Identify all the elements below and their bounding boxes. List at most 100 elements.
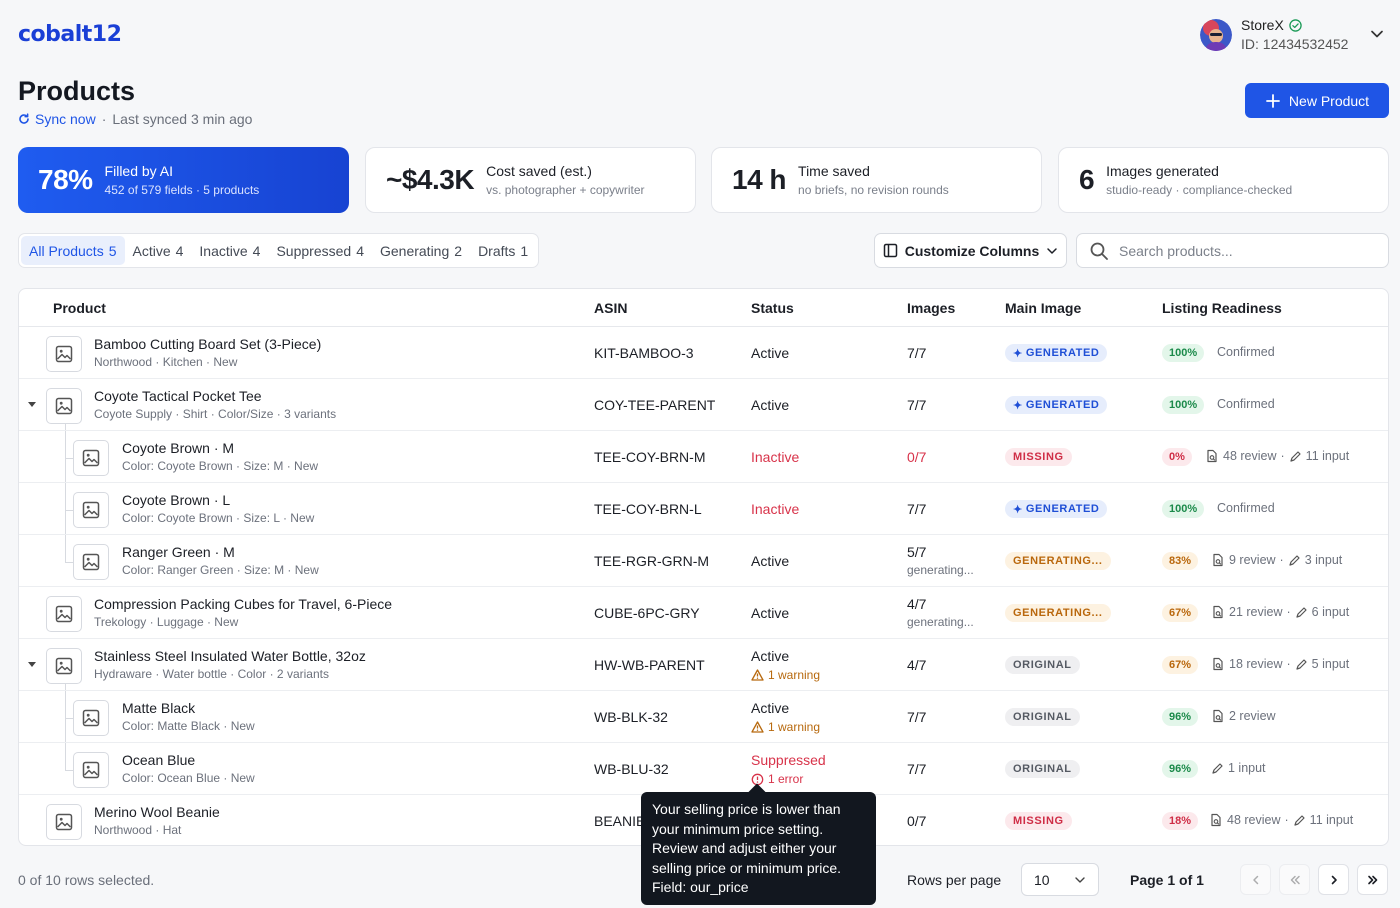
table-row[interactable]: Coyote Brown · M Color: Coyote Brown · S…	[19, 431, 1388, 483]
col-status[interactable]: Status	[751, 300, 794, 316]
readiness-detail[interactable]: 9 review · 3 input	[1211, 553, 1342, 567]
table-row[interactable]: Ranger Green · M Color: Ranger Green · S…	[19, 535, 1388, 587]
tab-active[interactable]: Active 4	[125, 236, 192, 265]
rows-per-page-select[interactable]: 10	[1021, 863, 1099, 896]
prev-page-button[interactable]	[1240, 864, 1271, 895]
table-row[interactable]: Stainless Steel Insulated Water Bottle, …	[19, 639, 1388, 691]
input-count: 5 input	[1311, 657, 1350, 671]
col-images[interactable]: Images	[907, 300, 956, 316]
tab-drafts[interactable]: Drafts 1	[470, 236, 536, 265]
images-generating-label: generating...	[907, 615, 974, 629]
badge-label: GENERATED	[1025, 399, 1100, 411]
table-row[interactable]: Bamboo Cutting Board Set (3-Piece) North…	[19, 327, 1388, 379]
stat-card-cost-saved: ~$4.3K Cost saved (est.) vs. photographer…	[365, 147, 696, 213]
input-count: 11 input	[1309, 813, 1354, 827]
table-row[interactable]: Coyote Tactical Pocket Tee Coyote Supply…	[19, 379, 1388, 431]
main-image-badge: MISSING	[1005, 812, 1072, 830]
status-warning[interactable]: 1 warning	[751, 720, 820, 734]
tab-generating[interactable]: Generating 2	[372, 236, 470, 265]
separator: ·	[1280, 449, 1285, 463]
last-page-button[interactable]	[1357, 864, 1388, 895]
store-switcher[interactable]: StoreX ID: 12434532452	[1200, 17, 1348, 52]
readiness-detail[interactable]: 21 review · 6 input	[1211, 605, 1349, 619]
store-avatar	[1200, 18, 1232, 51]
main-image-badge: MISSING	[1005, 448, 1072, 466]
search-icon	[1090, 242, 1108, 260]
new-product-button[interactable]: New Product	[1245, 83, 1389, 118]
readiness-percent: 100%	[1162, 344, 1205, 362]
sync-now-link[interactable]: Sync now	[18, 111, 96, 127]
product-name[interactable]: Bamboo Cutting Board Set (3-Piece)	[94, 336, 322, 352]
tab-count: 1	[520, 242, 529, 259]
col-listing-readiness[interactable]: Listing Readiness	[1162, 300, 1282, 316]
error-tooltip: Your selling price is lower than your mi…	[641, 783, 876, 905]
status-cell: Active	[751, 397, 790, 413]
readiness-percent: 96%	[1162, 708, 1199, 726]
variant-name[interactable]: Matte Black	[122, 700, 196, 716]
variant-name[interactable]: Ranger Green · M	[122, 544, 235, 560]
expand-caret-icon[interactable]	[26, 658, 38, 670]
tree-line	[65, 413, 66, 563]
table-row[interactable]: Merino Wool Beanie Northwood · Hat BEANI…	[19, 795, 1388, 845]
product-name[interactable]: Stainless Steel Insulated Water Bottle, …	[94, 648, 366, 664]
variant-name[interactable]: Ocean Blue	[122, 752, 196, 768]
store-id: ID: 12434532452	[1241, 36, 1349, 52]
variant-name[interactable]: Coyote Brown · M	[122, 440, 235, 456]
warning-label: 1 warning	[768, 720, 821, 734]
product-name[interactable]: Compression Packing Cubes for Travel, 6-…	[94, 596, 393, 612]
status-cell: Active	[751, 648, 790, 664]
image-placeholder-icon	[55, 345, 73, 363]
tab-all-products[interactable]: All Products 5	[21, 236, 125, 265]
columns-icon	[883, 243, 897, 258]
product-thumbnail	[73, 752, 109, 788]
variant-name[interactable]: Coyote Brown · L	[122, 492, 231, 508]
readiness-detail[interactable]: 2 review	[1211, 709, 1276, 723]
stat-value: 78%	[38, 164, 93, 195]
warning-icon	[751, 669, 764, 681]
status-cell: Inactive	[751, 501, 800, 517]
separator: ·	[1286, 605, 1291, 619]
next-page-button[interactable]	[1318, 864, 1349, 895]
readiness-detail[interactable]: 18 review · 5 input	[1211, 657, 1349, 671]
col-product[interactable]: Product	[53, 300, 106, 316]
main-image-badge: ORIGINAL	[1005, 656, 1080, 674]
badge-label: ORIGINAL	[1013, 659, 1072, 671]
stat-sub: 452 of 579 fields · 5 products	[104, 183, 260, 197]
col-main-image[interactable]: Main Image	[1005, 300, 1082, 316]
status-warning[interactable]: 1 warning	[751, 668, 820, 682]
sparkle-icon: ✦	[1013, 503, 1023, 516]
variant-meta: Color: Ocean Blue · New	[122, 771, 255, 785]
customize-columns-button[interactable]: Customize Columns	[874, 233, 1067, 268]
col-asin[interactable]: ASIN	[594, 300, 628, 316]
readiness-detail[interactable]: 48 review · 11 input	[1209, 813, 1353, 827]
main-image-badge: ✦ GENERATED	[1005, 396, 1108, 414]
tab-inactive[interactable]: Inactive 4	[191, 236, 268, 265]
status-error[interactable]: 1 error	[751, 772, 803, 786]
separator: ·	[1284, 813, 1289, 827]
stat-sub: no briefs, no revision rounds	[798, 183, 949, 197]
tab-suppressed[interactable]: Suppressed 4	[268, 236, 372, 265]
search-input[interactable]	[1119, 242, 1376, 259]
table-row[interactable]: Coyote Brown · L Color: Coyote Brown · S…	[19, 483, 1388, 535]
table-row[interactable]: Compression Packing Cubes for Travel, 6-…	[19, 587, 1388, 639]
readiness-percent: 67%	[1162, 656, 1199, 674]
product-name[interactable]: Coyote Tactical Pocket Tee	[94, 388, 262, 404]
image-placeholder-icon	[82, 553, 100, 571]
table-row[interactable]: Ocean Blue Color: Ocean Blue · New WB-BL…	[19, 743, 1388, 795]
variant-meta: Color: Coyote Brown · Size: L · New	[122, 511, 315, 525]
product-name[interactable]: Merino Wool Beanie	[94, 804, 220, 820]
last-synced-text: Last synced 3 min ago	[112, 111, 253, 127]
confirmed-label: Confirmed	[1217, 345, 1275, 359]
readiness-detail[interactable]: 48 review · 11 input	[1205, 449, 1349, 463]
table-row[interactable]: Matte Black Color: Matte Black · New WB-…	[19, 691, 1388, 743]
rows-per-page-label: Rows per page	[907, 872, 1002, 888]
expand-caret-icon[interactable]	[26, 398, 38, 410]
readiness-percent: 83%	[1162, 552, 1199, 570]
chevron-down-icon[interactable]	[1370, 29, 1384, 39]
status-cell: Active	[751, 345, 790, 361]
tooltip-line: your minimum price setting.	[652, 820, 824, 837]
readiness-detail[interactable]: 1 input	[1211, 761, 1266, 775]
first-page-button[interactable]	[1279, 864, 1310, 895]
readiness-percent: 100%	[1162, 396, 1205, 414]
review-count: 21 review	[1229, 605, 1283, 619]
